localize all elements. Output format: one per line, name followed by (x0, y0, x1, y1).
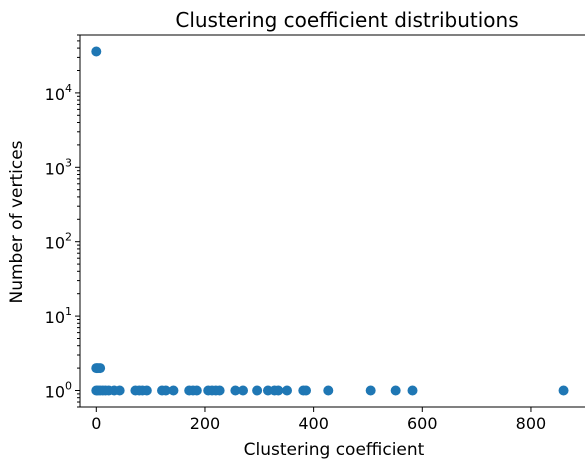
data-point (114, 385, 125, 396)
x-tick-label: 800 (516, 414, 547, 433)
x-tick-label: 400 (298, 414, 329, 433)
x-tick-label: 600 (407, 414, 438, 433)
data-point (141, 385, 152, 396)
y-tick-base: 10 (45, 308, 65, 327)
data-point (191, 385, 202, 396)
data-point (237, 385, 248, 396)
data-point (160, 385, 171, 396)
y-tick-label: 100 (45, 379, 72, 401)
data-point (214, 385, 225, 396)
x-tick-label: 200 (190, 414, 221, 433)
y-tick-base: 10 (45, 85, 65, 104)
data-point (301, 385, 312, 396)
y-tick-base: 10 (45, 234, 65, 253)
data-point (273, 385, 284, 396)
data-points (91, 46, 569, 396)
y-tick-label: 101 (45, 305, 72, 327)
chart-title: Clustering coefficient distributions (175, 8, 518, 32)
x-axis-label: Clustering coefficient (244, 440, 425, 460)
data-point (91, 46, 102, 57)
y-tick-base: 10 (45, 159, 65, 178)
data-point (390, 385, 401, 396)
data-point (558, 385, 569, 396)
data-point (407, 385, 418, 396)
y-tick-label: 102 (45, 231, 72, 253)
y-tick-exponent: 4 (65, 82, 72, 95)
data-point (230, 385, 241, 396)
y-tick-exponent: 1 (65, 305, 72, 318)
x-tick-label: 0 (91, 414, 101, 433)
y-tick-label: 104 (45, 82, 72, 104)
data-point (365, 385, 376, 396)
y-tick-base: 10 (45, 382, 65, 401)
data-point (95, 363, 106, 374)
y-tick-exponent: 0 (65, 379, 72, 392)
plot-frame (79, 34, 585, 408)
y-tick-exponent: 2 (65, 231, 72, 244)
data-point (282, 385, 293, 396)
y-tick-label: 103 (45, 156, 72, 178)
data-point (252, 385, 263, 396)
y-axis-label: Number of vertices (7, 140, 27, 303)
y-tick-exponent: 3 (65, 156, 72, 169)
data-point (168, 385, 179, 396)
data-point (323, 385, 334, 396)
